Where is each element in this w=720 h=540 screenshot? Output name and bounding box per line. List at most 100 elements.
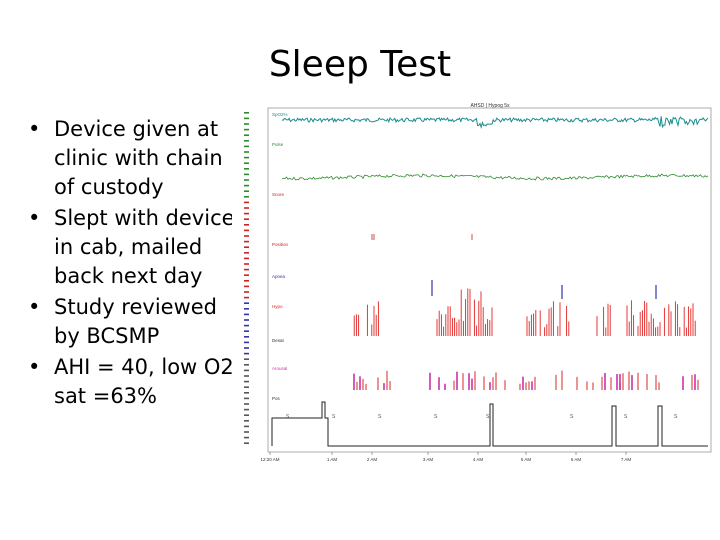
stage-marker: S [434,414,438,420]
scale-tick [244,235,249,237]
scale-tick [244,319,249,321]
scale-tick [244,330,249,332]
scale-tick [244,268,249,271]
scale-tick [244,128,249,131]
scale-tick [244,224,249,226]
scale-tick [244,162,249,164]
scale-tick [244,431,249,433]
time-tick-label: 7 AM [621,457,632,462]
scale-tick [244,324,249,327]
scale-tick [244,173,249,176]
slide-title: Sleep Test [268,44,452,85]
figure-header: AHSD | Hypog 5s [470,103,510,109]
scale-tick [244,190,249,192]
scale-tick [244,274,249,276]
bullet-text: AHI = 40, low O2 sat =63% [54,355,234,408]
scale-tick [244,179,249,181]
scale-tick [244,151,249,153]
scale-tick [244,414,249,416]
channel-label: SpO2% [272,112,288,117]
stage-marker: S [674,414,678,420]
figure-background [232,100,714,462]
time-tick-label: 5 AM [521,457,532,462]
scale-tick [244,285,249,288]
scale-tick [244,436,249,439]
scale-tick [244,313,249,316]
bullet-icon: • [28,206,41,230]
left-scale-ticks [244,112,249,444]
channel-label: Position [272,242,289,247]
scale-tick [244,358,249,360]
sleep-study-svg: AHSD | Hypog 5s SpO2% Pulse Snore Position A… [232,100,714,462]
scale-tick [244,369,249,372]
bullet-icon: • [28,355,41,379]
scale-tick [244,212,249,215]
stage-marker: S [332,414,336,420]
scale-tick [244,392,249,394]
scale-tick [244,280,249,282]
pulse-trace [281,173,709,181]
channel-labels: SpO2% Pulse Snore Position Apnea Hypo Desat Aro… [272,112,289,401]
stage-marker: S [286,414,290,420]
scale-tick [244,386,249,388]
scale-tick [244,240,249,243]
scale-tick [244,352,249,355]
scale-tick [244,341,249,344]
position-trace [271,401,708,447]
scale-tick [244,291,249,293]
scale-tick [244,184,249,187]
scale-tick [244,117,249,120]
scale-tick [244,229,249,232]
plot-frame [267,107,712,453]
scale-tick [244,168,249,170]
scale-tick [244,420,249,422]
scale-tick [244,442,249,444]
scale-tick [244,112,249,114]
bullet-text: Study reviewed by BCSMP [54,295,218,348]
scale-tick [244,257,249,260]
bullet-text: Slept with device in cab, mailed back ne… [54,206,235,288]
scale-tick [244,336,249,338]
time-tick-label: 1 AM [327,457,338,462]
time-tick-label: 6 AM [571,457,582,462]
channel-label: Apnea [272,274,286,279]
spo2-trace [281,116,709,129]
stage-marker: S [570,414,574,420]
bullet-text: Device given at clinic with chain of cus… [54,117,223,199]
scale-tick [244,302,249,304]
bullet-icon: • [28,117,41,141]
scale-tick [244,347,249,349]
stage-marker: S [486,414,490,420]
scale-tick [244,308,249,310]
stage-marker: S [624,414,628,420]
scale-tick [244,403,249,405]
scale-tick [244,263,249,265]
time-tick-label: 4 AM [473,457,484,462]
scale-tick [244,375,249,377]
time-tick-label: 2 AM [367,457,378,462]
scale-tick [244,218,249,220]
scale-tick [244,252,249,254]
scale-tick [244,397,249,400]
scale-tick [244,364,249,366]
channel-label: Hypo [272,304,283,309]
time-tick-label: 12:20 AM [260,457,279,462]
scale-tick [244,156,249,159]
sleep-study-recording-image: AHSD | Hypog 5s SpO2% Pulse Snore Position A… [232,100,714,462]
bullet-item: • Device given at clinic with chain of cu… [26,115,246,202]
time-axis: 12:20 AM 1 AM 2 AM 3 AM 4 AM 5 AM 6 AM 7 AM [260,452,631,462]
scale-tick [244,134,249,136]
scale-tick [244,140,249,142]
scale-tick [244,123,249,125]
scale-tick [244,201,249,204]
scale-tick [244,380,249,383]
channel-label: Pos [272,396,281,401]
bullet-list: • Device given at clinic with chain of cu… [26,115,246,413]
bullet-item: • Study reviewed by BCSMP [26,293,246,351]
scale-tick [244,145,249,148]
scale-tick [244,246,249,248]
channel-label: Arousal [272,366,287,371]
stage-marker: S [378,414,382,420]
scale-tick [244,207,249,209]
